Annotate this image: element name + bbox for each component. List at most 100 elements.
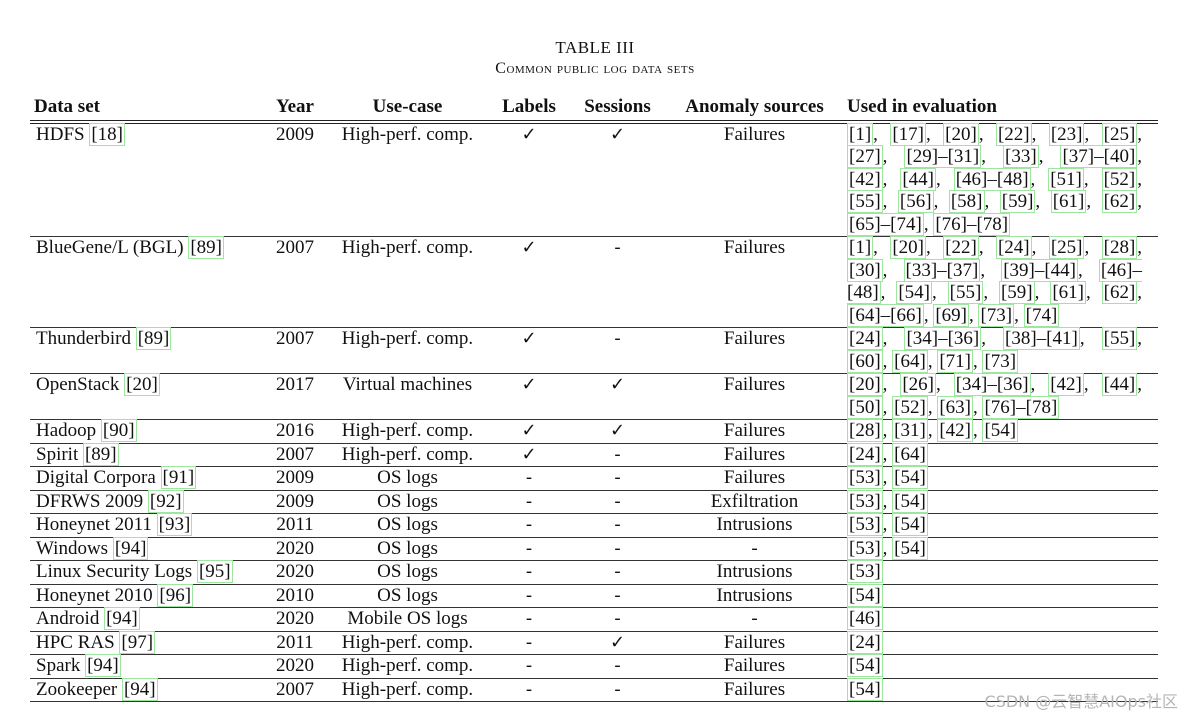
citation-link[interactable]: [25] xyxy=(1048,236,1085,259)
citation-link[interactable]: [39]–[44] xyxy=(1001,258,1078,282)
citation-link[interactable]: [54] xyxy=(892,489,928,513)
citation-link[interactable]: [46]–[48] xyxy=(953,167,1031,191)
citation-link[interactable]: [33]–[37] xyxy=(903,258,981,282)
citation-link[interactable]: [30] xyxy=(847,258,883,282)
citation-link[interactable]: [24] xyxy=(847,442,883,466)
citation-link[interactable]: [52] xyxy=(1101,167,1138,191)
citation-link[interactable]: [42] xyxy=(847,167,883,191)
citation-link[interactable]: [20] xyxy=(943,122,979,146)
citation-link[interactable]: [22] xyxy=(943,236,979,259)
citation-link[interactable]: [76]–[78] xyxy=(982,395,1060,419)
citation-link[interactable]: [76]–[78] xyxy=(933,212,1011,236)
citation-link[interactable]: [54] xyxy=(847,583,883,607)
citation-link[interactable]: [97] xyxy=(119,630,156,654)
citation-link[interactable]: [92] xyxy=(147,489,184,513)
citation-link[interactable]: [59] xyxy=(998,281,1035,304)
citation-link[interactable]: [64] xyxy=(892,442,928,466)
citation-link[interactable]: [42] xyxy=(1048,373,1084,396)
year-value: 2010 xyxy=(276,584,314,606)
citation-link[interactable]: [44] xyxy=(1101,373,1138,396)
citation-link[interactable]: [17] xyxy=(890,122,926,146)
citation-link[interactable]: [74] xyxy=(1023,303,1060,327)
citation-link[interactable]: [53] xyxy=(847,489,883,513)
citation-link[interactable]: [54] xyxy=(847,654,883,677)
citation-link[interactable]: [69] xyxy=(933,303,969,327)
citation-link[interactable]: [64] xyxy=(892,349,928,373)
citation-link[interactable]: [59] xyxy=(999,190,1036,213)
citation-link[interactable]: [28] xyxy=(847,419,883,442)
citation-link[interactable]: [64]–[66] xyxy=(847,303,924,327)
citation-link[interactable]: [24] xyxy=(847,327,883,350)
citation-link[interactable]: [58] xyxy=(948,190,985,213)
citation-link[interactable]: [29]–[31] xyxy=(904,145,982,168)
citation-link[interactable]: [20] xyxy=(124,373,160,396)
citation-link[interactable]: [50] xyxy=(847,395,883,419)
citation-link[interactable]: [20] xyxy=(847,373,883,396)
citation-link[interactable]: [61] xyxy=(1050,190,1087,213)
citation-link[interactable]: [53] xyxy=(847,560,883,583)
citation-link[interactable]: [90] xyxy=(100,419,137,442)
citation-link[interactable]: [46]–[48] xyxy=(847,258,1143,304)
citation-link[interactable]: [61] xyxy=(1050,281,1086,304)
citation-link[interactable]: [33] xyxy=(1003,145,1039,168)
citation-link[interactable]: [96] xyxy=(157,583,194,607)
citation-link[interactable]: [24] xyxy=(847,630,883,654)
citation-link[interactable]: [1] xyxy=(847,122,874,146)
citation-link[interactable]: [62] xyxy=(1101,281,1138,304)
citation-link[interactable]: [34]–[36] xyxy=(953,373,1031,396)
citation-link[interactable]: [73] xyxy=(982,349,1019,373)
citation-link[interactable]: [89] xyxy=(82,442,119,466)
citation-link[interactable]: [60] xyxy=(847,349,883,373)
citation-link[interactable]: [89] xyxy=(188,236,224,259)
citation-link[interactable]: [1] xyxy=(847,236,874,259)
citation-link[interactable]: [22] xyxy=(995,122,1032,146)
citation-link[interactable]: [20] xyxy=(890,236,926,259)
citation-link[interactable]: [94] xyxy=(85,654,121,677)
citation-link[interactable]: [63] xyxy=(937,395,973,419)
citation-link[interactable]: [54] xyxy=(892,466,928,489)
citation-link[interactable]: [94] xyxy=(104,607,140,630)
citation-link[interactable]: [53] xyxy=(847,513,883,536)
citation-link[interactable]: [18] xyxy=(89,122,125,146)
citation-link[interactable]: [25] xyxy=(1101,122,1138,146)
citation-link[interactable]: [27] xyxy=(847,145,883,168)
citation-link[interactable]: [38]–[41] xyxy=(1003,327,1080,350)
citation-link[interactable]: [56] xyxy=(897,190,934,213)
citation-link[interactable]: [34]–[36] xyxy=(904,327,982,350)
table-row: Spirit [89] 2007 High-perf. comp. ✓ - Failure… xyxy=(30,442,1158,467)
citation-link[interactable]: [91] xyxy=(160,466,197,489)
citation-link[interactable]: [54] xyxy=(847,677,883,701)
citation-link[interactable]: [24] xyxy=(995,236,1032,259)
citation-link[interactable]: [54] xyxy=(892,513,928,536)
citation-link[interactable]: [52] xyxy=(892,395,928,419)
citation-link[interactable]: [53] xyxy=(847,536,883,560)
citation-link[interactable]: [55] xyxy=(847,190,883,213)
citation-link[interactable]: [51] xyxy=(1048,167,1084,191)
citation-link[interactable]: [94] xyxy=(121,677,158,701)
citation-link[interactable]: [23] xyxy=(1048,122,1085,146)
dataset-name: BlueGene/L (BGL) xyxy=(36,237,184,258)
citation-link[interactable]: [44] xyxy=(900,167,937,191)
citation-link[interactable]: [26] xyxy=(900,373,937,396)
citation-link[interactable]: [37]–[40] xyxy=(1060,145,1138,168)
citation-link[interactable]: [65]–[74] xyxy=(847,212,924,236)
dataset-name: HPC RAS xyxy=(36,631,115,653)
citation-link[interactable]: [95] xyxy=(196,560,233,583)
citation-link[interactable]: [54] xyxy=(982,419,1019,442)
citation-link[interactable]: [53] xyxy=(847,466,883,489)
citation-link[interactable]: [42] xyxy=(937,419,973,442)
citation-link[interactable]: [62] xyxy=(1101,190,1138,213)
citation-link[interactable]: [46] xyxy=(847,607,883,630)
citation-link[interactable]: [54] xyxy=(896,281,932,304)
citation-link[interactable]: [31] xyxy=(892,419,928,442)
citation-link[interactable]: [55] xyxy=(1101,327,1138,350)
citation-link[interactable]: [89] xyxy=(135,327,172,350)
sessions-cell: ✓ xyxy=(569,122,666,237)
citation-link[interactable]: [73] xyxy=(978,303,1015,327)
citation-link[interactable]: [55] xyxy=(947,281,984,304)
citation-link[interactable]: [93] xyxy=(156,513,193,536)
citation-link[interactable]: [94] xyxy=(112,536,149,560)
citation-link[interactable]: [28] xyxy=(1101,236,1138,259)
citation-link[interactable]: [71] xyxy=(937,349,973,373)
citation-link[interactable]: [54] xyxy=(892,536,928,560)
